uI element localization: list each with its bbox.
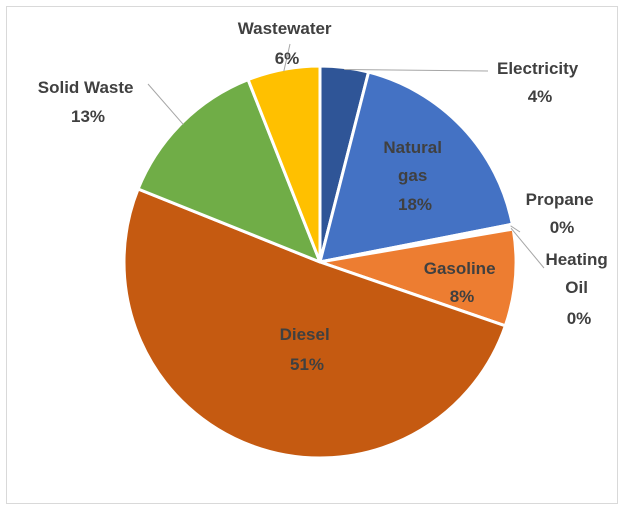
leader-solid-waste	[147, 83, 184, 125]
leader-lines	[147, 43, 545, 269]
slice-natural-gas	[318, 70, 514, 264]
label-wastewater: Wastewater 6%	[238, 19, 337, 68]
leader-propane	[510, 225, 521, 233]
slice-diesel	[122, 187, 507, 460]
label-gasoline: Gasoline 8%	[424, 259, 501, 306]
leader-heating-oil	[510, 227, 545, 269]
leader-wastewater	[283, 43, 291, 72]
label-diesel: Diesel 51%	[280, 325, 335, 374]
slice-wastewater	[246, 64, 322, 264]
label-heating-oil: Heating Oil 0%	[545, 250, 612, 328]
label-solid-waste: Solid Waste 13%	[38, 78, 138, 126]
label-electricity: Electricity 4%	[497, 59, 583, 106]
label-propane: Propane 0%	[526, 190, 599, 237]
label-natural-gas: Natural gas 18%	[383, 138, 446, 214]
leader-electricity	[344, 69, 489, 72]
